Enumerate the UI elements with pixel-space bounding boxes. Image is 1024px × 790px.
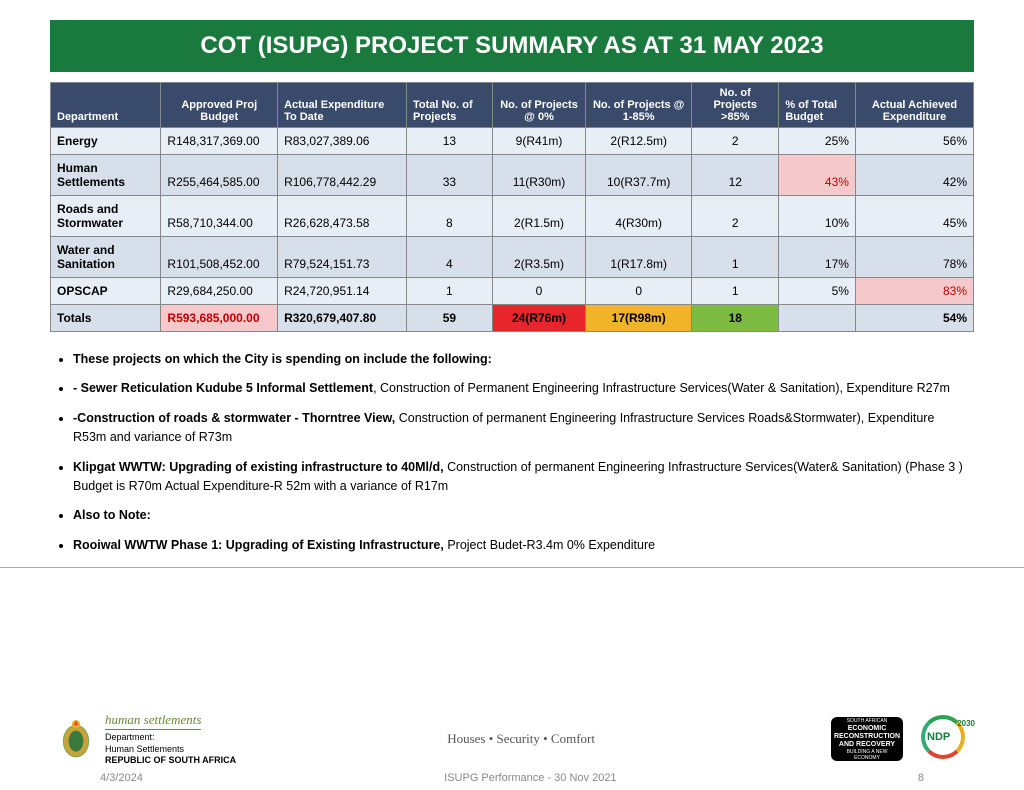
table-row: Roads and StormwaterR58,710,344.00R26,62… (51, 196, 974, 237)
cell-actual: R320,679,407.80 (278, 305, 407, 332)
footer-date: 4/3/2024 (100, 772, 143, 784)
col-proj-0: No. of Projects @ 0% (492, 83, 585, 128)
cell-total: 13 (406, 128, 492, 155)
table-row: EnergyR148,317,369.00R83,027,389.06139(R… (51, 128, 974, 155)
footer-center: ISUPG Performance - 30 Nov 2021 (444, 772, 616, 784)
cell-p0: 2(R1.5m) (492, 196, 585, 237)
cell-ach: 45% (855, 196, 973, 237)
dept-line2: Human Settlements (105, 744, 184, 754)
cell-p85: 12 (692, 155, 779, 196)
dept-line3: REPUBLIC OF SOUTH AFRICA (105, 755, 236, 765)
table-row: Water and SanitationR101,508,452.00R79,5… (51, 237, 974, 278)
cell-pct: 25% (779, 128, 856, 155)
cell-pct: 10% (779, 196, 856, 237)
cell-pct: 17% (779, 237, 856, 278)
summary-table: Department Approved Proj Budget Actual E… (50, 82, 974, 332)
notes-list: These projects on which the City is spen… (55, 350, 969, 555)
table-row: Human SettlementsR255,464,585.00R106,778… (51, 155, 974, 196)
footer-meta: 4/3/2024 ISUPG Performance - 30 Nov 2021… (0, 766, 1024, 790)
cell-dept: Water and Sanitation (51, 237, 161, 278)
cell-pct: 5% (779, 278, 856, 305)
col-actual-exp: Actual Expenditure To Date (278, 83, 407, 128)
note-1: - Sewer Reticulation Kudube 5 Informal S… (73, 379, 969, 398)
cell-p85: 18 (692, 305, 779, 332)
cell-dept: OPSCAP (51, 278, 161, 305)
col-pct-budget: % of Total Budget (779, 83, 856, 128)
cell-total: 1 (406, 278, 492, 305)
cell-budget: R255,464,585.00 (161, 155, 278, 196)
col-proj-1-85: No. of Projects @ 1-85% (586, 83, 692, 128)
cell-p0: 24(R76m) (492, 305, 585, 332)
cell-budget: R29,684,250.00 (161, 278, 278, 305)
footer-page: 8 (918, 772, 924, 784)
note-5: Rooiwal WWTW Phase 1: Upgrading of Exist… (73, 536, 969, 555)
col-department: Department (51, 83, 161, 128)
cell-p0: 2(R3.5m) (492, 237, 585, 278)
cell-ach: 56% (855, 128, 973, 155)
cell-total: 33 (406, 155, 492, 196)
cell-budget: R58,710,344.00 (161, 196, 278, 237)
erp-badge-icon: SOUTH AFRICAN ECONOMIC RECONSTRUCTION AN… (831, 717, 903, 761)
cell-budget: R148,317,369.00 (161, 128, 278, 155)
cell-p1: 4(R30m) (586, 196, 692, 237)
cell-p1: 0 (586, 278, 692, 305)
dept-brand: human settlements (105, 712, 201, 730)
cell-actual: R79,524,151.73 (278, 237, 407, 278)
cell-p85: 2 (692, 128, 779, 155)
cell-p1: 2(R12.5m) (586, 128, 692, 155)
tagline: Houses • Security • Comfort (447, 731, 595, 747)
cell-dept: Energy (51, 128, 161, 155)
dept-logo-block: human settlements Department: Human Sett… (55, 712, 236, 766)
col-total-proj: Total No. of Projects (406, 83, 492, 128)
note-intro: These projects on which the City is spen… (73, 350, 969, 369)
cell-dept: Totals (51, 305, 161, 332)
cell-pct: 43% (779, 155, 856, 196)
dept-text: human settlements Department: Human Sett… (105, 712, 236, 766)
col-achieved: Actual Achieved Expenditure (855, 83, 973, 128)
cell-p85: 2 (692, 196, 779, 237)
cell-dept: Human Settlements (51, 155, 161, 196)
cell-p1: 17(R98m) (586, 305, 692, 332)
footer: human settlements Department: Human Sett… (0, 706, 1024, 788)
cell-p1: 1(R17.8m) (586, 237, 692, 278)
cell-p0: 9(R41m) (492, 128, 585, 155)
cell-actual: R26,628,473.58 (278, 196, 407, 237)
note-4: Also to Note: (73, 506, 969, 525)
cell-total: 8 (406, 196, 492, 237)
cell-ach: 78% (855, 237, 973, 278)
col-budget: Approved Proj Budget (161, 83, 278, 128)
cell-total: 59 (406, 305, 492, 332)
cell-p85: 1 (692, 237, 779, 278)
cell-ach: 42% (855, 155, 973, 196)
summary-table-container: Department Approved Proj Budget Actual E… (50, 82, 974, 332)
cell-actual: R106,778,442.29 (278, 155, 407, 196)
table-totals-row: TotalsR593,685,000.00R320,679,407.805924… (51, 305, 974, 332)
cell-budget: R101,508,452.00 (161, 237, 278, 278)
col-proj-85: No. of Projects >85% (692, 83, 779, 128)
dept-line1: Department: (105, 732, 155, 742)
cell-p0: 0 (492, 278, 585, 305)
cell-actual: R24,720,951.14 (278, 278, 407, 305)
cell-p85: 1 (692, 278, 779, 305)
page-title: COT (ISUPG) PROJECT SUMMARY AS AT 31 MAY… (50, 20, 974, 72)
cell-total: 4 (406, 237, 492, 278)
cell-budget: R593,685,000.00 (161, 305, 278, 332)
table-row: OPSCAPR29,684,250.00R24,720,951.1410015%… (51, 278, 974, 305)
table-header-row: Department Approved Proj Budget Actual E… (51, 83, 974, 128)
cell-actual: R83,027,389.06 (278, 128, 407, 155)
cell-dept: Roads and Stormwater (51, 196, 161, 237)
cell-pct (779, 305, 856, 332)
note-3: Klipgat WWTW: Upgrading of existing infr… (73, 458, 969, 497)
cell-p0: 11(R30m) (492, 155, 585, 196)
cell-ach: 54% (855, 305, 973, 332)
coat-of-arms-icon (55, 718, 97, 760)
cell-p1: 10(R37.7m) (586, 155, 692, 196)
cell-ach: 83% (855, 278, 973, 305)
ndp-badge-icon: NDP 2030 (921, 715, 969, 763)
divider (0, 567, 1024, 568)
note-2: -Construction of roads & stormwater - Th… (73, 409, 969, 448)
